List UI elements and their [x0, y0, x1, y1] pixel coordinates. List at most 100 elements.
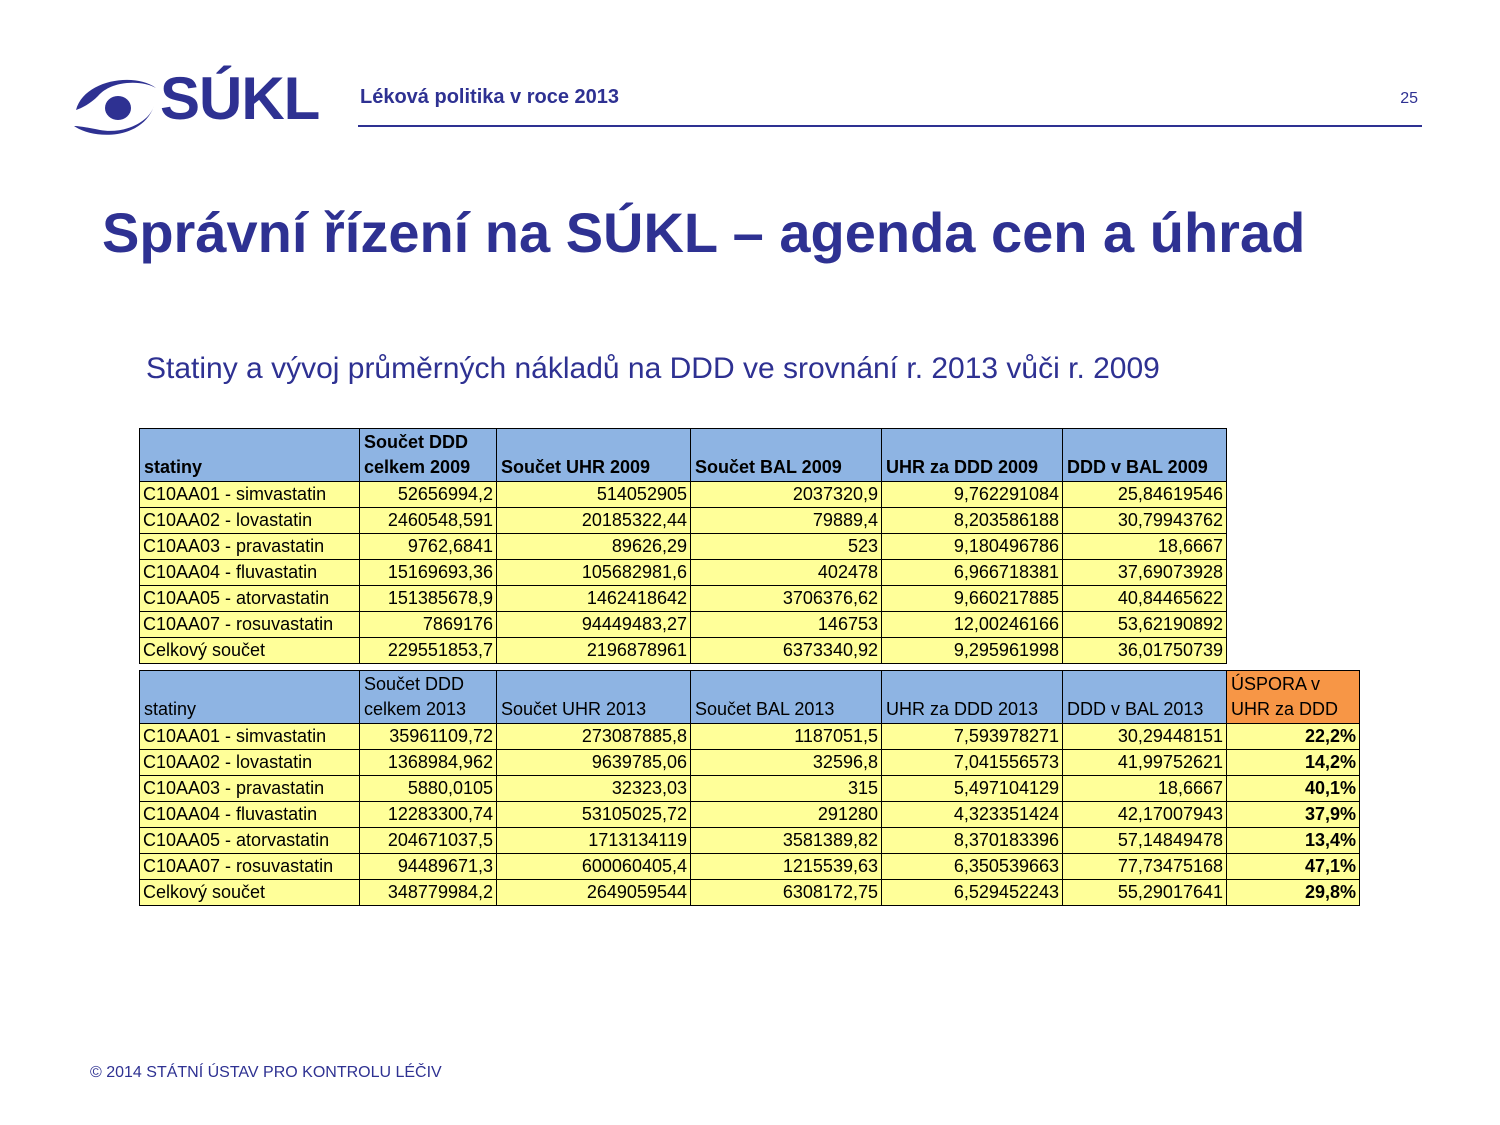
table-cell: 3581389,82	[690, 827, 882, 854]
table-row: C10AA02 - lovastatin 2460548,591 20185322,…	[139, 507, 1360, 534]
row-label: C10AA01 - simvastatin	[139, 481, 360, 508]
table-cell: 204671037,5	[359, 827, 497, 854]
table-cell: 32596,8	[690, 749, 882, 776]
table-cell: 315	[690, 775, 882, 802]
table-cell: 5880,0105	[359, 775, 497, 802]
row-label: C10AA07 - rosuvastatin	[139, 611, 360, 638]
table-cell: 7,593978271	[881, 723, 1063, 750]
table-cell: 40,84465622	[1062, 585, 1227, 612]
savings-cell: 13,4%	[1226, 827, 1360, 854]
table-row: C10AA07 - rosuvastatin 7869176 94449483,27…	[139, 611, 1360, 638]
table-row: Celkový součet 348779984,2 2649059544 63081…	[139, 879, 1360, 906]
table-cell: 523	[690, 533, 882, 560]
table-row: C10AA05 - atorvastatin 204671037,5 1713134…	[139, 827, 1360, 854]
table-cell: 25,84619546	[1062, 481, 1227, 508]
table-cell: 7,041556573	[881, 749, 1063, 776]
table-row: C10AA07 - rosuvastatin 94489671,3 60006040…	[139, 853, 1360, 880]
table-cell: 18,6667	[1062, 775, 1227, 802]
table-cell: 9,660217885	[881, 585, 1063, 612]
table-cell: 15169693,36	[359, 559, 497, 586]
empty-cell	[1226, 481, 1360, 508]
table-cell: 5,497104129	[881, 775, 1063, 802]
header-divider	[358, 125, 1422, 127]
row-label: Celkový součet	[139, 879, 360, 906]
statins-tables: statiny Součet DDD celkem 2009 Součet UH…	[139, 428, 1361, 906]
logo-wordmark: SÚKL	[160, 65, 320, 132]
empty-cell	[1226, 637, 1360, 664]
table-row: C10AA05 - atorvastatin 151385678,9 1462418…	[139, 585, 1360, 612]
savings-cell: 40,1%	[1226, 775, 1360, 802]
table-cell: 4,323351424	[881, 801, 1063, 828]
column-header: Součet DDD celkem 2009	[359, 428, 497, 482]
table-cell: 89626,29	[496, 533, 691, 560]
table-cell: 52656994,2	[359, 481, 497, 508]
header-title: Léková politika v roce 2013	[360, 86, 620, 108]
table-cell: 9762,6841	[359, 533, 497, 560]
table-cell: 53,62190892	[1062, 611, 1227, 638]
table-cell: 30,79943762	[1062, 507, 1227, 534]
table-cell: 291280	[690, 801, 882, 828]
table-cell: 402478	[690, 559, 882, 586]
column-header: statiny	[139, 428, 360, 482]
row-label: C10AA04 - fluvastatin	[139, 801, 360, 828]
sukl-logo: SÚKL	[72, 65, 320, 142]
savings-cell: 47,1%	[1226, 853, 1360, 880]
table-cell: 1462418642	[496, 585, 691, 612]
page-subtitle: Statiny a vývoj průměrných nákladů na DD…	[146, 352, 1160, 385]
table-cell: 18,6667	[1062, 533, 1227, 560]
column-header: Součet BAL 2009	[690, 428, 882, 482]
table-cell: 514052905	[496, 481, 691, 508]
table-cell: 151385678,9	[359, 585, 497, 612]
table-cell: 30,29448151	[1062, 723, 1227, 750]
savings-cell: 37,9%	[1226, 801, 1360, 828]
table-row: C10AA01 - simvastatin 35961109,72 27308788…	[139, 723, 1360, 750]
column-header: Součet BAL 2013	[690, 670, 882, 724]
table-cell: 36,01750739	[1062, 637, 1227, 664]
table-cell: 6373340,92	[690, 637, 882, 664]
column-header: Součet UHR 2013	[496, 670, 691, 724]
table-cell: 53105025,72	[496, 801, 691, 828]
column-header: DDD v BAL 2009	[1062, 428, 1227, 482]
row-label: C10AA05 - atorvastatin	[139, 827, 360, 854]
page-number: 25	[1400, 90, 1418, 107]
table-cell: 32323,03	[496, 775, 691, 802]
savings-cell: 14,2%	[1226, 749, 1360, 776]
table-row: C10AA04 - fluvastatin 12283300,74 53105025…	[139, 801, 1360, 828]
sukl-eye-icon	[74, 79, 156, 135]
row-label: C10AA07 - rosuvastatin	[139, 853, 360, 880]
table-cell: 2649059544	[496, 879, 691, 906]
table-cell: 8,203586188	[881, 507, 1063, 534]
table-cell: 3706376,62	[690, 585, 882, 612]
column-header: Součet DDD celkem 2013	[359, 670, 497, 724]
row-label: C10AA03 - pravastatin	[139, 775, 360, 802]
row-label: C10AA04 - fluvastatin	[139, 559, 360, 586]
empty-cell	[1226, 533, 1360, 560]
table-cell: 273087885,8	[496, 723, 691, 750]
table-cell: 94449483,27	[496, 611, 691, 638]
table-cell: 2037320,9	[690, 481, 882, 508]
table-cell: 9639785,06	[496, 749, 691, 776]
page-title: Správní řízení na SÚKL – agenda cen a úh…	[102, 201, 1306, 264]
table-cell: 20185322,44	[496, 507, 691, 534]
table-row: C10AA02 - lovastatin 1368984,962 9639785,0…	[139, 749, 1360, 776]
table-cell: 79889,4	[690, 507, 882, 534]
savings-cell: 22,2%	[1226, 723, 1360, 750]
table-cell: 77,73475168	[1062, 853, 1227, 880]
table-cell: 9,762291084	[881, 481, 1063, 508]
table-cell: 1187051,5	[690, 723, 882, 750]
table-cell: 12,00246166	[881, 611, 1063, 638]
table-cell: 8,370183396	[881, 827, 1063, 854]
empty-header	[1226, 428, 1360, 482]
row-label: C10AA02 - lovastatin	[139, 507, 360, 534]
table-cell: 9,180496786	[881, 533, 1063, 560]
table-cell: 229551853,7	[359, 637, 497, 664]
row-label: C10AA03 - pravastatin	[139, 533, 360, 560]
table-cell: 6,350539663	[881, 853, 1063, 880]
table-cell: 600060405,4	[496, 853, 691, 880]
table-cell: 94489671,3	[359, 853, 497, 880]
column-header: DDD v BAL 2013	[1062, 670, 1227, 724]
row-label: C10AA01 - simvastatin	[139, 723, 360, 750]
table-2013: statiny Součet DDD celkem 2013 Součet UH…	[139, 670, 1360, 906]
savings-cell: 29,8%	[1226, 879, 1360, 906]
empty-cell	[1226, 507, 1360, 534]
